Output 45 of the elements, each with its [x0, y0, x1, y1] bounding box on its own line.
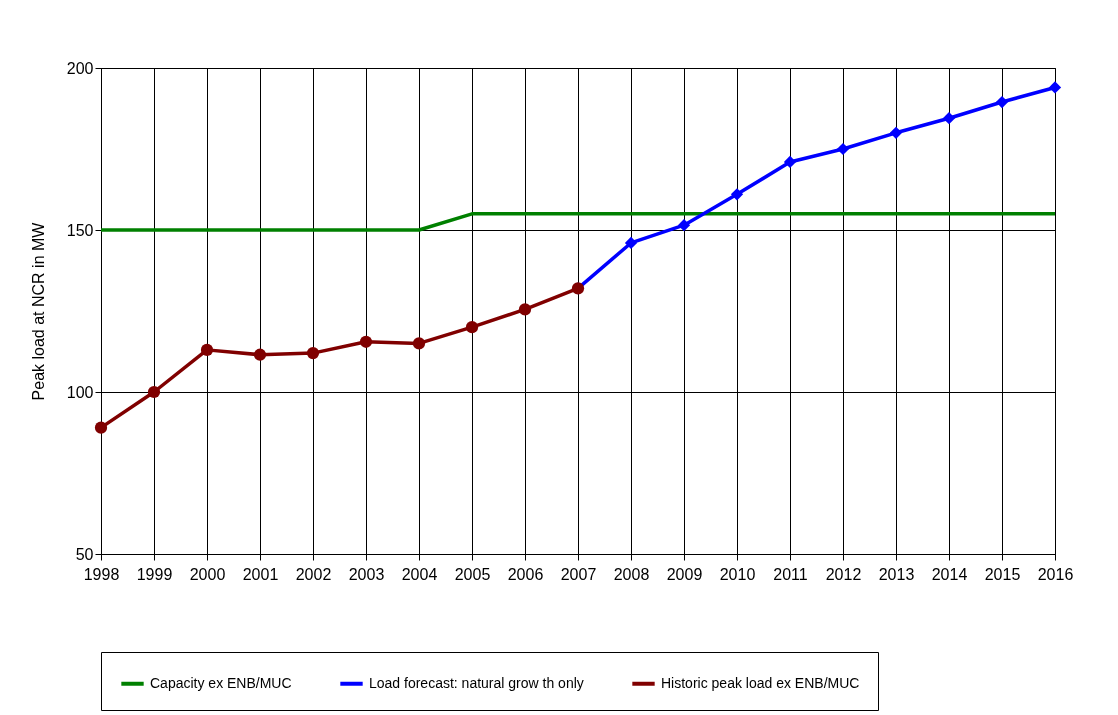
legend-label: Historic peak load ex ENB/MUC [661, 674, 860, 691]
x-tick-label: 2014 [931, 565, 968, 583]
point [359, 335, 373, 348]
x-tick-label: 2011 [773, 565, 808, 583]
point [200, 343, 214, 356]
x-tick-label: 2008 [613, 565, 650, 583]
point [730, 188, 744, 201]
point [518, 303, 532, 316]
point [465, 321, 479, 334]
point [889, 126, 903, 139]
point [1048, 81, 1062, 94]
point [836, 142, 850, 156]
x-tick-label: 2001 [242, 565, 279, 583]
point [94, 421, 108, 434]
x-tick-label: 2013 [878, 565, 915, 583]
y-tick-label: 50 [75, 545, 94, 563]
x-tick-label: 2005 [454, 565, 491, 583]
point [624, 236, 638, 250]
legend-label: Load forecast: natural grow th only [369, 674, 584, 691]
point [412, 337, 426, 350]
x-tick-label: 2003 [348, 565, 385, 583]
y-tick-label: 150 [66, 221, 94, 239]
y-tick-label: 200 [66, 59, 94, 77]
point [677, 219, 691, 232]
x-tick-label: 2015 [984, 565, 1021, 583]
point [147, 385, 161, 399]
y-axis-title: Peak load at NCR in MW [29, 221, 47, 401]
point [942, 112, 956, 125]
point [783, 155, 797, 169]
x-tick-label: 2006 [507, 565, 544, 583]
x-tick-label: 2002 [295, 565, 332, 583]
point [253, 348, 267, 361]
x-tick-label: 2009 [666, 565, 703, 583]
point [995, 95, 1009, 109]
x-tick-label: 2016 [1037, 565, 1074, 583]
x-tick-label: 1998 [83, 565, 120, 583]
x-tick-label: 2000 [189, 565, 226, 583]
x-tick-label: 2010 [719, 565, 756, 583]
legend-label: Capacity ex ENB/MUC [150, 674, 292, 691]
x-tick-label: 2007 [560, 565, 597, 583]
x-tick-label: 1999 [136, 565, 173, 583]
point [306, 347, 320, 360]
x-tick-label: 2004 [401, 565, 438, 583]
x-tick-label: 2012 [825, 565, 862, 583]
y-tick-label: 100 [66, 383, 94, 401]
